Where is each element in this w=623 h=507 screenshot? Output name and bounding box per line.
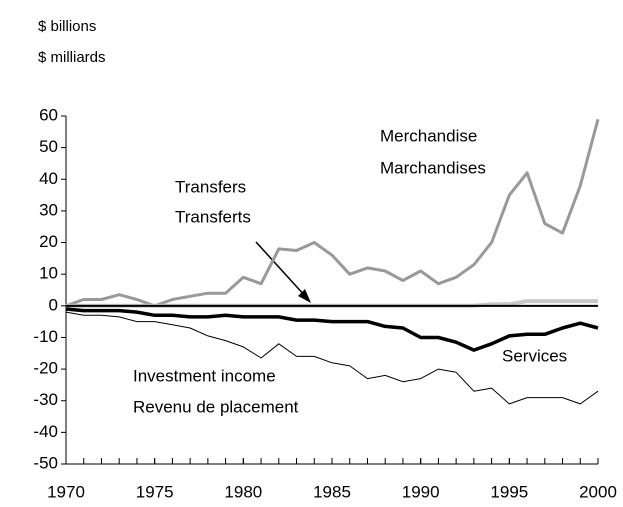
x-tick-label: 1975 (136, 482, 174, 501)
y-tick-label: 20 (39, 232, 58, 251)
series-label: Merchandise (380, 126, 477, 145)
y-tick-label: 50 (39, 137, 58, 156)
arrow-head (298, 289, 311, 303)
series-label: Investment income (133, 366, 276, 385)
series-label: Marchandises (380, 158, 486, 177)
series-label: Transfers (175, 177, 246, 196)
y-tick-label: -40 (33, 422, 58, 441)
x-tick-label: 1970 (47, 482, 85, 501)
unit-label: $ billions (38, 18, 96, 35)
series-line (65, 118, 600, 308)
annotation-arrow (255, 241, 307, 298)
x-tick-label: 1990 (402, 482, 440, 501)
x-tick-label: 2000 (579, 482, 617, 501)
x-tick-label: 1980 (224, 482, 262, 501)
series-label: Transferts (175, 207, 251, 226)
y-tick-label: -10 (33, 327, 58, 346)
x-tick-label: 1985 (313, 482, 351, 501)
series-label: Services (502, 346, 567, 365)
unit-label: $ milliards (38, 49, 106, 66)
series-line (65, 307, 599, 352)
y-tick-label: 30 (39, 200, 58, 219)
y-tick-label: -50 (33, 453, 58, 472)
y-tick-label: 0 (49, 295, 58, 314)
y-tick-label: -30 (33, 390, 58, 409)
series-label: Revenu de placement (133, 397, 299, 416)
x-tick-label: 1995 (490, 482, 528, 501)
y-tick-label: 40 (39, 169, 58, 188)
y-tick-label: 60 (39, 105, 58, 124)
y-tick-label: 10 (39, 264, 58, 283)
y-tick-label: -20 (33, 359, 58, 378)
series-line (65, 311, 599, 405)
